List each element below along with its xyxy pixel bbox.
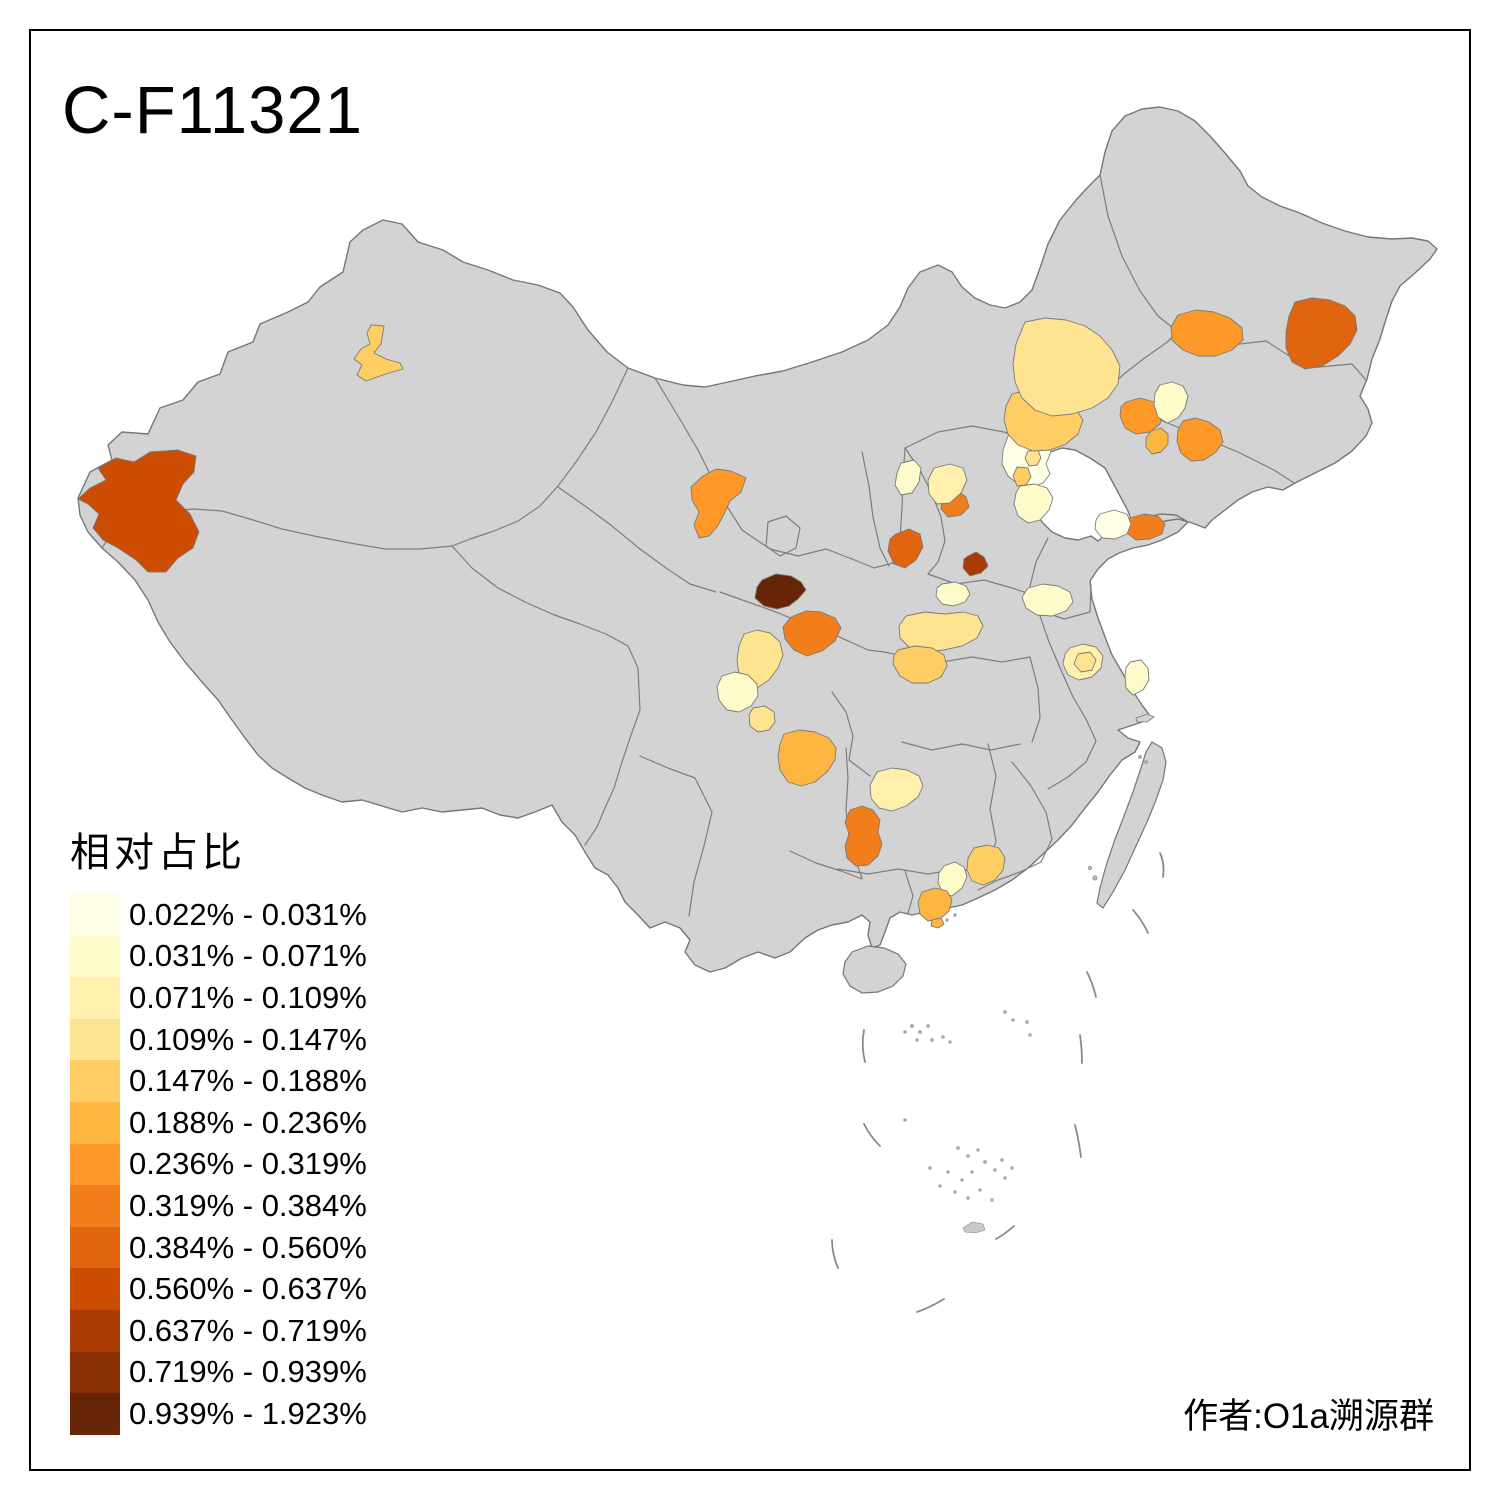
region-tianjin-cangzhou: [1013, 483, 1054, 524]
region-liaoning-anshan-dandong: [1176, 417, 1224, 462]
region-henan-nanyang: [898, 611, 984, 653]
region-gansu-hexi-corridor: [690, 468, 747, 539]
legend-swatch: [70, 1309, 120, 1352]
figure-frame: [29, 29, 1471, 1471]
region-liaoning-panjin: [1145, 427, 1169, 455]
legend-row: 0.319% - 0.384%: [70, 1185, 367, 1227]
region-guangdong-foshan: [917, 887, 953, 922]
region-sichuan-mianyang: [736, 629, 784, 689]
region-shaanxi-hanzhong: [782, 610, 842, 657]
legend-row: 0.560% - 0.637%: [70, 1268, 367, 1310]
region-guangdong-qingyuan-pale: [937, 861, 968, 897]
region-inner-mongolia-chifeng: [1012, 317, 1121, 417]
legend-swatch: [70, 1060, 120, 1102]
legend: 相对占比 0.022% - 0.031% 0.031% - 0.071% 0.071…: [70, 820, 367, 1435]
south-china-sea-islets: [903, 755, 1148, 1234]
region-west-xinjiang-kashgar: [77, 449, 200, 573]
legend-label: 0.147% - 0.188%: [129, 1063, 367, 1099]
legend-label: 0.022% - 0.031%: [129, 896, 367, 932]
legend-swatch: [70, 1226, 120, 1269]
legend-label: 0.319% - 0.384%: [129, 1187, 367, 1223]
legend-row: 0.022% - 0.031%: [70, 894, 367, 936]
legend-row: 0.236% - 0.319%: [70, 1143, 367, 1186]
page-title: C-F11321: [62, 73, 363, 148]
region-hubei-xiangyang: [892, 645, 948, 684]
region-henan-north-small-dark: [962, 551, 989, 577]
region-heilongjiang-suihua: [1170, 309, 1244, 357]
legend-title: 相对占比: [70, 831, 246, 875]
legend-swatch: [70, 1185, 120, 1227]
legend-label: 0.071% - 0.109%: [129, 979, 367, 1015]
legend-label: 0.719% - 0.939%: [129, 1354, 367, 1390]
legend-swatch: [70, 1268, 120, 1310]
legend-swatch: [70, 1143, 120, 1186]
choropleth-regions: [77, 297, 1358, 929]
region-sichuan-deyang-small: [748, 705, 776, 733]
region-gansu-dingxi-dark: [754, 573, 807, 610]
region-sichuan-yibin-luzhou: [777, 729, 837, 787]
legend-row: 0.031% - 0.071%: [70, 935, 367, 978]
region-guangdong-foshan-islet: [930, 917, 945, 929]
legend-row: 0.147% - 0.188%: [70, 1060, 367, 1102]
region-shijiazhuang: [927, 463, 968, 505]
attribution-text: 作者:O1a溯源群: [1183, 1397, 1434, 1436]
hainan-island: [842, 945, 907, 994]
taiwan-island: [1096, 741, 1167, 909]
region-hunan-huaihua: [844, 805, 883, 867]
legend-row: 0.109% - 0.147%: [70, 1018, 367, 1061]
legend-label: 0.384% - 0.560%: [129, 1229, 367, 1265]
legend-rows: 0.022% - 0.031% 0.031% - 0.071% 0.071% - 0…: [70, 894, 367, 1435]
region-central-xinjiang-urumqi: [353, 324, 404, 382]
region-sichuan-chengdu-pale: [716, 671, 759, 713]
region-heilongjiang-jiamusi: [1285, 297, 1358, 370]
region-liaoning-tieling-pale: [1153, 381, 1189, 424]
legend-row: 0.939% - 1.923%: [70, 1393, 367, 1435]
legend-swatch: [70, 1101, 120, 1144]
legend-label: 0.188% - 0.236%: [129, 1104, 367, 1140]
region-shanxi-linfen: [887, 528, 924, 569]
legend-label: 0.560% - 0.637%: [129, 1271, 367, 1307]
legend-swatch: [70, 894, 120, 936]
legend-row: 0.719% - 0.939%: [70, 1351, 367, 1394]
region-henan-xuchang-pale: [935, 581, 971, 607]
legend-row: 0.637% - 0.719%: [70, 1309, 367, 1352]
legend-swatch: [70, 1351, 120, 1394]
region-guangdong-heyuan: [966, 844, 1006, 886]
legend-row: 0.188% - 0.236%: [70, 1101, 367, 1144]
region-shandong-weifang-pale: [1094, 509, 1132, 540]
nine-dash-line: [831, 852, 1165, 1313]
legend-swatch: [70, 935, 120, 978]
legend-label: 0.939% - 1.923%: [129, 1395, 367, 1431]
legend-label: 0.637% - 0.719%: [129, 1312, 367, 1348]
region-guizhou-zunyi-pale: [869, 767, 924, 812]
chongming-islet: [1135, 713, 1155, 723]
legend-swatch: [70, 1393, 120, 1435]
legend-label: 0.031% - 0.071%: [129, 938, 367, 974]
region-jiangsu-yancheng: [1124, 659, 1150, 696]
legend-label: 0.109% - 0.147%: [129, 1021, 367, 1057]
legend-swatch: [70, 1018, 120, 1061]
legend-row: 0.071% - 0.109%: [70, 977, 367, 1019]
region-jiangsu-xuzhou-core: [1073, 651, 1097, 673]
region-shanxi-xinzhou-pale: [894, 459, 922, 496]
region-shandong-jining: [1021, 583, 1074, 617]
legend-label: 0.236% - 0.319%: [129, 1146, 367, 1182]
legend-swatch: [70, 977, 120, 1019]
legend-row: 0.384% - 0.560%: [70, 1226, 367, 1269]
